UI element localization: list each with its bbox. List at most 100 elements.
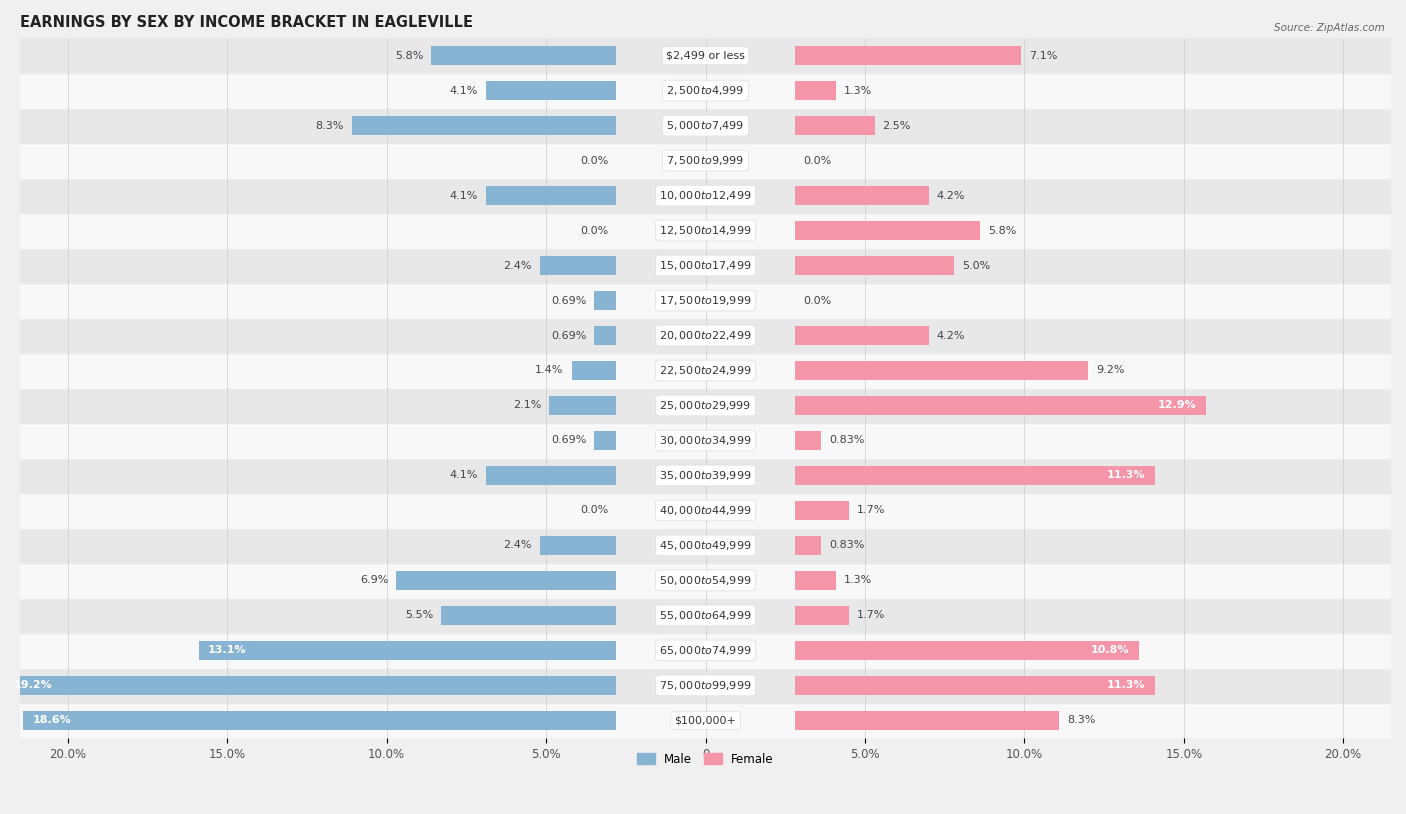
Text: 9.2%: 9.2% xyxy=(1097,365,1125,375)
Text: 2.5%: 2.5% xyxy=(883,120,911,130)
Bar xyxy=(20,318,1391,353)
Text: $25,000 to $29,999: $25,000 to $29,999 xyxy=(659,399,752,412)
Text: 0.69%: 0.69% xyxy=(551,330,586,340)
Bar xyxy=(540,256,616,275)
Text: $35,000 to $39,999: $35,000 to $39,999 xyxy=(659,469,752,482)
Text: $17,500 to $19,999: $17,500 to $19,999 xyxy=(659,294,752,307)
Text: 5.0%: 5.0% xyxy=(962,260,990,270)
Text: 5.8%: 5.8% xyxy=(395,50,423,60)
Bar xyxy=(550,396,616,415)
Bar xyxy=(794,466,1156,485)
Text: 0.0%: 0.0% xyxy=(581,155,609,165)
Bar xyxy=(20,248,1391,283)
Text: 8.3%: 8.3% xyxy=(1067,716,1095,725)
Text: $55,000 to $64,999: $55,000 to $64,999 xyxy=(659,609,752,622)
Bar xyxy=(794,676,1156,695)
Text: EARNINGS BY SEX BY INCOME BRACKET IN EAGLEVILLE: EARNINGS BY SEX BY INCOME BRACKET IN EAG… xyxy=(20,15,472,30)
Text: 0.0%: 0.0% xyxy=(581,505,609,515)
Bar xyxy=(794,81,837,100)
Bar xyxy=(24,711,616,730)
Bar xyxy=(794,326,929,345)
Bar xyxy=(20,458,1391,493)
Bar xyxy=(572,361,616,380)
Bar xyxy=(20,38,1391,73)
Text: $12,500 to $14,999: $12,500 to $14,999 xyxy=(659,224,752,237)
Text: 0.69%: 0.69% xyxy=(551,435,586,445)
Bar xyxy=(4,676,616,695)
Text: 0.83%: 0.83% xyxy=(830,540,865,550)
Bar xyxy=(794,536,821,555)
Bar xyxy=(794,641,1139,660)
Bar xyxy=(20,702,1391,737)
Bar xyxy=(485,81,616,100)
Text: 12.9%: 12.9% xyxy=(1157,400,1197,410)
Bar xyxy=(540,536,616,555)
Text: 11.3%: 11.3% xyxy=(1107,470,1146,480)
Text: $2,499 or less: $2,499 or less xyxy=(666,50,745,60)
Text: $22,500 to $24,999: $22,500 to $24,999 xyxy=(659,364,752,377)
Bar xyxy=(20,668,1391,702)
Bar xyxy=(20,423,1391,458)
Bar xyxy=(794,221,980,240)
Text: 2.4%: 2.4% xyxy=(503,260,531,270)
Bar xyxy=(794,256,955,275)
Text: 0.0%: 0.0% xyxy=(581,225,609,235)
Text: 1.3%: 1.3% xyxy=(844,85,873,95)
Bar xyxy=(485,466,616,485)
Bar xyxy=(794,186,929,205)
Bar xyxy=(794,396,1206,415)
Text: 4.2%: 4.2% xyxy=(936,330,965,340)
Text: $7,500 to $9,999: $7,500 to $9,999 xyxy=(666,154,745,167)
Text: $50,000 to $54,999: $50,000 to $54,999 xyxy=(659,574,752,587)
Text: Source: ZipAtlas.com: Source: ZipAtlas.com xyxy=(1274,23,1385,33)
Text: 5.5%: 5.5% xyxy=(405,610,433,620)
Text: $100,000+: $100,000+ xyxy=(675,716,737,725)
Text: 19.2%: 19.2% xyxy=(14,681,52,690)
Bar xyxy=(20,108,1391,143)
Text: 1.7%: 1.7% xyxy=(858,505,886,515)
Bar xyxy=(20,528,1391,563)
Bar xyxy=(20,178,1391,213)
Legend: Male, Female: Male, Female xyxy=(633,748,779,771)
Text: $30,000 to $34,999: $30,000 to $34,999 xyxy=(659,434,752,447)
Text: 1.3%: 1.3% xyxy=(844,575,873,585)
Bar xyxy=(20,143,1391,178)
Bar xyxy=(794,431,821,450)
Bar xyxy=(20,633,1391,668)
Text: 13.1%: 13.1% xyxy=(208,646,246,655)
Bar xyxy=(20,73,1391,108)
Bar xyxy=(595,291,616,310)
Bar xyxy=(20,388,1391,423)
Bar xyxy=(595,326,616,345)
Text: 4.1%: 4.1% xyxy=(449,190,478,200)
Bar xyxy=(441,606,616,625)
Text: $15,000 to $17,499: $15,000 to $17,499 xyxy=(659,259,752,272)
Text: 2.4%: 2.4% xyxy=(503,540,531,550)
Text: $2,500 to $4,999: $2,500 to $4,999 xyxy=(666,84,745,97)
Text: $5,000 to $7,499: $5,000 to $7,499 xyxy=(666,119,745,132)
Bar xyxy=(198,641,616,660)
Bar xyxy=(20,563,1391,598)
Bar xyxy=(20,283,1391,318)
Text: 8.3%: 8.3% xyxy=(315,120,343,130)
Bar xyxy=(794,606,849,625)
Text: 6.9%: 6.9% xyxy=(360,575,388,585)
Text: 1.4%: 1.4% xyxy=(536,365,564,375)
Text: 4.1%: 4.1% xyxy=(449,470,478,480)
Text: 0.83%: 0.83% xyxy=(830,435,865,445)
Text: 2.1%: 2.1% xyxy=(513,400,541,410)
Bar xyxy=(595,431,616,450)
Text: $20,000 to $22,499: $20,000 to $22,499 xyxy=(659,329,752,342)
Text: 11.3%: 11.3% xyxy=(1107,681,1146,690)
Text: 0.0%: 0.0% xyxy=(803,155,831,165)
Text: 5.8%: 5.8% xyxy=(987,225,1017,235)
Text: 0.69%: 0.69% xyxy=(551,295,586,305)
Text: 10.8%: 10.8% xyxy=(1091,646,1129,655)
Bar xyxy=(352,116,616,135)
Bar xyxy=(20,493,1391,528)
Bar xyxy=(794,361,1088,380)
Text: 18.6%: 18.6% xyxy=(32,716,72,725)
Bar xyxy=(794,501,849,520)
Text: 4.2%: 4.2% xyxy=(936,190,965,200)
Text: $10,000 to $12,499: $10,000 to $12,499 xyxy=(659,189,752,202)
